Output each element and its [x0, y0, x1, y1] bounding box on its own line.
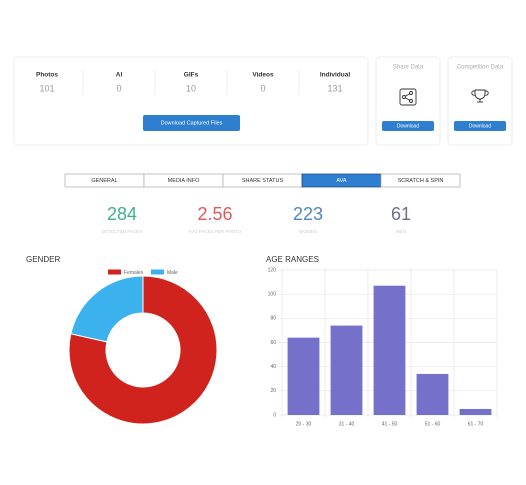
y-tick-label: 120	[268, 267, 277, 273]
metric-label: DETECTED FACES	[102, 229, 142, 234]
metric-value: 61	[391, 204, 411, 224]
metric-label: MEN	[396, 229, 406, 234]
summary-value: 101	[39, 83, 54, 93]
x-tick-label: 31 - 40	[339, 421, 355, 427]
y-tick-label: 100	[268, 291, 277, 297]
legend-label: Male	[167, 270, 178, 276]
metric-value: 284	[107, 204, 137, 224]
trophy-icon	[471, 89, 489, 103]
metric-value: 2.56	[197, 204, 232, 224]
x-tick-label: 51 - 60	[425, 421, 441, 427]
metric-value: 223	[293, 204, 323, 224]
share-icon	[399, 88, 417, 106]
bar	[287, 337, 320, 415]
summary-value: 131	[327, 83, 342, 93]
y-tick-label: 60	[270, 340, 276, 346]
chart-title: GENDER	[26, 255, 60, 264]
card-title: Share Data	[393, 65, 424, 71]
y-tick-label: 40	[270, 364, 276, 370]
metric-label: WOMEN	[299, 229, 317, 234]
summary-label: Videos	[252, 72, 274, 79]
summary-label: GIFs	[184, 72, 199, 79]
button-label: Download	[397, 123, 419, 129]
button-label: Download	[469, 123, 491, 129]
bar	[373, 285, 406, 415]
summary-label: Photos	[36, 72, 58, 79]
metric-label: AVG FACES PER PHOTO	[189, 229, 242, 234]
card-title: Competition Data	[457, 65, 504, 71]
summary-value: 10	[186, 83, 196, 93]
bar	[330, 325, 363, 415]
legend-swatch	[108, 269, 121, 275]
y-tick-label: 80	[270, 316, 276, 322]
legend-swatch	[151, 269, 164, 275]
chart-title: AGE RANGES	[266, 255, 319, 264]
tab-label: AVA	[336, 178, 347, 184]
pie-slice	[68, 275, 218, 425]
tab[interactable]	[380, 173, 461, 188]
summary-card	[13, 56, 369, 146]
x-tick-label: 41 - 50	[382, 421, 398, 427]
summary-label: Individual	[320, 72, 351, 79]
download-button[interactable]	[382, 121, 434, 131]
tab-label: SHARE STATUS	[242, 178, 284, 184]
summary-label: AI	[116, 72, 123, 79]
summary-value: 0	[260, 83, 265, 93]
y-tick-label: 0	[273, 412, 276, 418]
tab-label: SCRATCH & SPIN	[398, 178, 444, 184]
bar	[459, 408, 492, 415]
summary-value: 0	[116, 83, 121, 93]
download-button[interactable]	[143, 115, 240, 131]
download-button[interactable]	[454, 121, 506, 131]
y-tick-label: 20	[270, 388, 276, 394]
bar	[416, 373, 449, 415]
legend-label: Females	[124, 270, 144, 276]
tab-label: GENERAL	[91, 178, 117, 184]
x-tick-label: 61 - 70	[468, 421, 484, 427]
pie-slice	[70, 275, 144, 343]
button-label: Download Captured Files	[161, 120, 223, 126]
tab-label: MEDIA INFO	[168, 178, 201, 184]
x-tick-label: 20 - 30	[296, 421, 312, 427]
